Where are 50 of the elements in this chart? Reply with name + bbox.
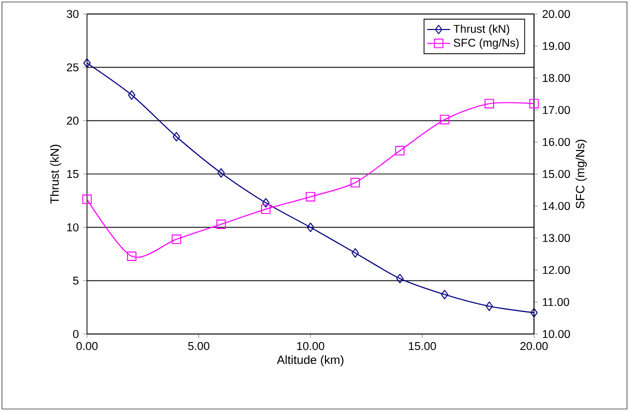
y-tick-label: 0 (73, 330, 79, 338)
y2-tick-label: 17.00 (542, 106, 570, 114)
y-tick-label: 25 (66, 63, 78, 72)
x-axis-title: Altitude (km) (276, 355, 344, 366)
x-tick-label: 20.00 (520, 342, 548, 350)
point (306, 222, 314, 232)
point (440, 114, 450, 124)
point (484, 98, 494, 108)
point (217, 168, 225, 178)
y2-tick-label: 10.00 (542, 330, 570, 338)
point (172, 234, 182, 244)
y-axis-title: Thrust (kN) (50, 144, 62, 204)
y2-axis-title: SFC (mg/Ns) (576, 140, 587, 208)
x-tick-label: 0.00 (76, 342, 98, 350)
point (396, 274, 404, 284)
point (216, 220, 226, 229)
legend-label: SFC (mg/Ns) (454, 38, 519, 49)
point (440, 290, 448, 300)
point (486, 302, 493, 312)
point (350, 178, 360, 188)
y-tick-label: 20 (66, 116, 79, 125)
y-tick-label: 5 (73, 276, 78, 285)
y2-tick-label: 13.00 (542, 234, 570, 242)
legend-label: Thrust (kN) (453, 24, 510, 36)
y2-tick-label: 11.00 (542, 298, 570, 306)
point (83, 58, 91, 68)
point (352, 248, 359, 258)
y2-tick-label: 20.00 (542, 10, 570, 18)
y2-tick-label: 19.00 (542, 42, 570, 50)
point (172, 132, 180, 142)
y-tick-label: 30 (66, 10, 79, 18)
x-tick-label: 15.00 (408, 342, 436, 350)
point (261, 204, 271, 214)
point (128, 90, 136, 100)
y2-tick-label: 18.00 (542, 74, 570, 82)
point (395, 146, 405, 156)
y-tick-label: 10 (67, 223, 79, 232)
y2-tick-label: 12.00 (542, 266, 570, 274)
x-tick-label: 10.00 (297, 342, 324, 350)
point (306, 192, 316, 202)
y-tick-label: 15 (67, 170, 78, 178)
y2-tick-label: 14.00 (542, 202, 570, 210)
x-tick-label: 5.00 (188, 342, 210, 350)
y2-tick-label: 15.00 (542, 170, 570, 178)
y2-tick-label: 16.00 (542, 138, 570, 146)
point (262, 198, 270, 208)
point (126, 252, 136, 261)
point (82, 194, 92, 204)
point (529, 98, 539, 108)
point (530, 308, 538, 318)
